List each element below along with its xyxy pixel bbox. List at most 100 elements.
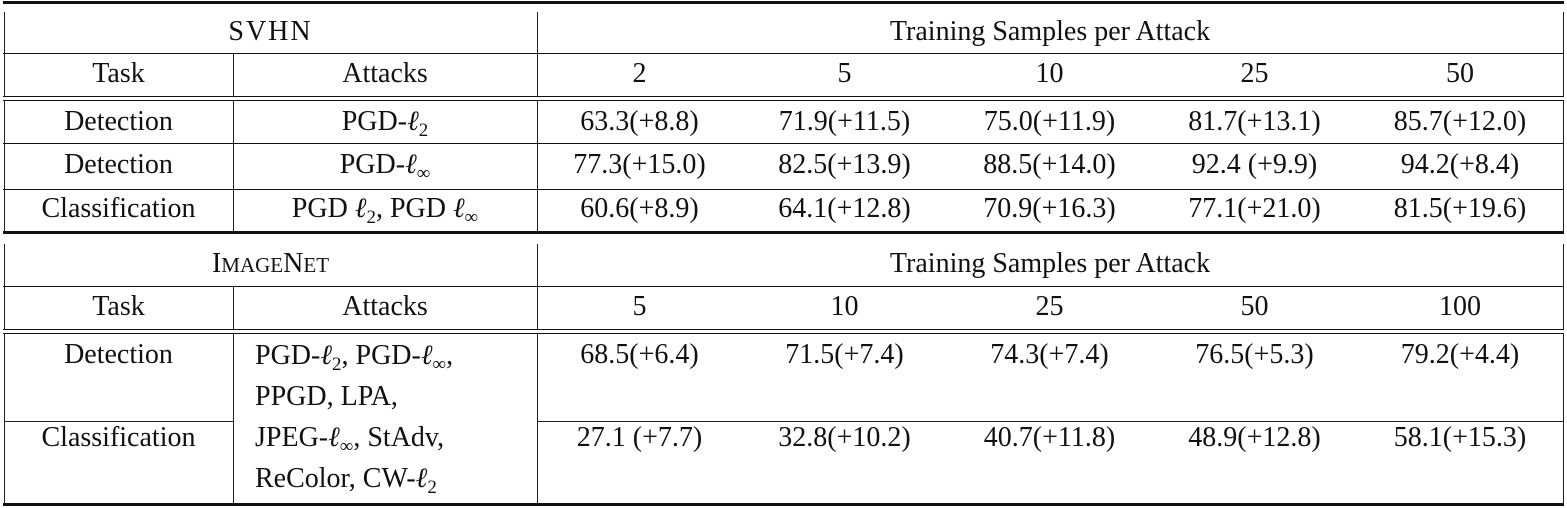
value-cell: 71.5(+7.4) — [785, 339, 904, 370]
right-border — [1563, 100, 1564, 232]
header-rule — [3, 286, 1564, 287]
value-cell: 40.7(+11.8) — [983, 422, 1116, 453]
attack-name: , StAdv, — [353, 422, 445, 453]
attacks-values-divider — [537, 244, 538, 330]
header-double-rule-a — [3, 96, 1564, 97]
ell-symbol: ℓ — [415, 463, 428, 494]
column-header-task: Task — [92, 291, 145, 322]
header-double-rule-b — [3, 333, 1564, 334]
value-cell: 75.0(+11.9) — [983, 106, 1116, 137]
attack-name: ReColor, CW- — [255, 463, 416, 494]
attack-name: , PGD — [375, 193, 453, 224]
norm-subscript: ∞ — [464, 207, 479, 228]
attack-name: PGD- — [341, 106, 408, 137]
task-attacks-divider — [233, 54, 234, 97]
norm-subscript: ∞ — [432, 354, 447, 375]
attacks-values-divider — [537, 333, 538, 504]
value-cell: 79.2(+4.4) — [1400, 339, 1520, 370]
row-rule — [3, 143, 1564, 144]
value-cell: 27.1 (+7.7) — [576, 422, 703, 453]
dataset-title: IMAGENET — [4, 244, 537, 285]
dataset-title: SVHN — [228, 16, 313, 47]
task-attacks-divider — [233, 287, 234, 330]
attacks-line: ReColor, CW-ℓ2 — [255, 458, 453, 499]
group-header: Training Samples per Attack — [889, 248, 1211, 279]
top-rule — [3, 1, 1564, 4]
ell-symbol: ℓ — [354, 193, 367, 224]
column-header-samples: 5 — [837, 58, 852, 89]
right-border — [1563, 333, 1564, 504]
dataset-title-part: ET — [303, 253, 330, 277]
dataset-title-part: MAGE — [221, 253, 284, 277]
left-border — [4, 12, 5, 97]
task-cell: Classification — [41, 422, 196, 453]
value-cell: 32.8(+10.2) — [778, 422, 911, 453]
row-rule — [537, 421, 1564, 422]
attack-name: PGD — [291, 193, 355, 224]
value-cell: 58.1(+15.3) — [1393, 422, 1527, 453]
group-header: Training Samples per Attack — [889, 16, 1211, 47]
norm-subscript: ∞ — [339, 436, 354, 457]
value-cell: 71.9(+11.5) — [778, 106, 911, 137]
task-cell: Detection — [64, 106, 173, 137]
ell-symbol: ℓ — [452, 193, 465, 224]
right-border — [1563, 244, 1564, 330]
value-cell: 70.9(+16.3) — [983, 193, 1116, 224]
column-header-samples: 5 — [632, 291, 647, 322]
column-header-samples: 100 — [1439, 291, 1481, 322]
attack-name: JPEG- — [255, 422, 329, 453]
left-border — [4, 333, 5, 504]
value-cell: 85.7(+12.0) — [1393, 106, 1527, 137]
column-header-task: Task — [92, 58, 145, 89]
value-cell: 64.1(+12.8) — [778, 193, 911, 224]
right-border — [1563, 12, 1564, 97]
column-header-samples: 10 — [1035, 58, 1064, 89]
norm-subscript: 2 — [418, 120, 429, 141]
task-cell: Classification — [41, 193, 196, 224]
column-header-attacks: Attacks — [342, 291, 428, 322]
column-header-samples: 10 — [830, 291, 859, 322]
ell-symbol: ℓ — [405, 149, 417, 180]
column-header-attacks: Attacks — [342, 58, 428, 89]
value-cell: 77.3(+15.0) — [573, 149, 706, 180]
value-cell: 88.5(+14.0) — [983, 149, 1116, 180]
value-cell: 48.9(+12.8) — [1188, 422, 1321, 453]
attacks-cell: PGD-ℓ∞ — [233, 145, 537, 185]
attacks-cell: PGD-ℓ2 — [233, 102, 537, 142]
task-cell: Detection — [64, 339, 173, 370]
norm-subscript: ∞ — [416, 163, 431, 184]
header-rule — [3, 53, 1564, 54]
value-cell: 94.2(+8.4) — [1400, 149, 1520, 180]
value-cell: 68.5(+6.4) — [580, 339, 699, 370]
punctuation: , — [446, 340, 454, 371]
column-header-samples: 25 — [1035, 291, 1064, 322]
bottom-rule — [3, 503, 1564, 506]
header-double-rule-a — [3, 329, 1564, 330]
ell-symbol: ℓ — [328, 422, 340, 453]
left-border — [4, 100, 5, 232]
left-border — [4, 244, 5, 330]
attacks-values-divider — [537, 100, 538, 232]
norm-subscript: 2 — [427, 477, 437, 498]
attacks-values-divider — [537, 12, 538, 97]
ell-symbol: ℓ — [420, 340, 433, 371]
task-cell: Detection — [64, 149, 173, 180]
value-cell: 81.5(+19.6) — [1393, 193, 1527, 224]
bottom-rule — [3, 231, 1564, 234]
attack-name: , PGD- — [341, 340, 421, 371]
dataset-title-part: N — [283, 248, 304, 279]
value-cell: 77.1(+21.0) — [1188, 193, 1321, 224]
column-header-samples: 50 — [1240, 291, 1269, 322]
column-header-samples: 2 — [632, 58, 647, 89]
task-attacks-divider — [233, 100, 234, 232]
attack-name: PGD- — [339, 149, 406, 180]
value-cell: 82.5(+13.9) — [778, 149, 911, 180]
value-cell: 74.3(+7.4) — [990, 339, 1109, 370]
attacks-line: JPEG-ℓ∞, StAdv, — [255, 417, 453, 458]
ell-symbol: ℓ — [407, 106, 419, 137]
value-cell: 81.7(+13.1) — [1188, 106, 1321, 137]
norm-subscript: 2 — [366, 207, 376, 228]
row-rule — [4, 421, 233, 422]
value-cell: 63.3(+8.8) — [580, 106, 699, 137]
dataset-title-part: I — [211, 248, 222, 279]
